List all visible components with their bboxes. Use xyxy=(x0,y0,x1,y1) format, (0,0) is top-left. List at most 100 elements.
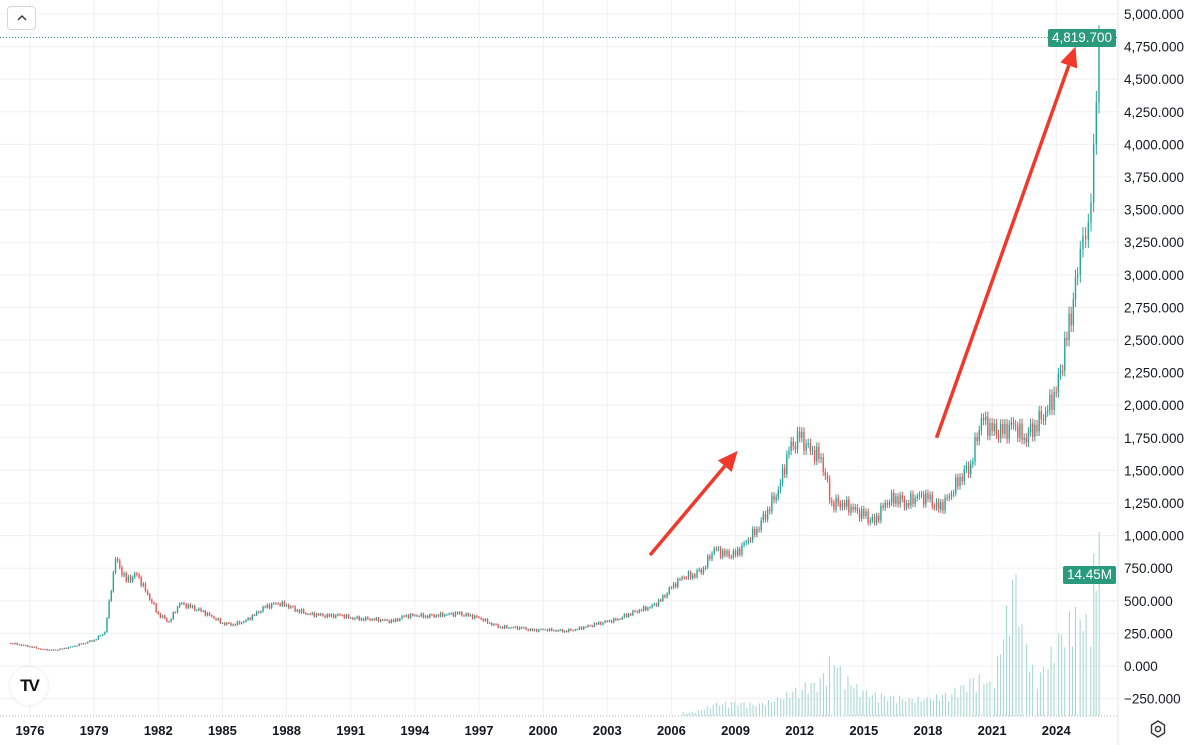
volume-bar xyxy=(932,700,934,716)
candle-body xyxy=(215,618,217,621)
candle-body xyxy=(997,434,1000,439)
volume-bar xyxy=(887,700,889,716)
candle-body xyxy=(820,457,822,460)
candle-body xyxy=(982,418,985,421)
candle-body xyxy=(905,503,908,508)
candle-body xyxy=(1017,426,1019,438)
candle-body xyxy=(12,643,14,645)
candle-body xyxy=(822,457,824,472)
volume-bar xyxy=(703,709,705,716)
candle-body xyxy=(110,591,112,601)
volume-bar xyxy=(706,706,708,716)
candle-body xyxy=(653,603,655,605)
candle-body xyxy=(234,624,236,626)
volume-bar xyxy=(911,698,913,716)
candle-body xyxy=(390,619,393,623)
candle-body xyxy=(1002,424,1004,434)
volume-bar xyxy=(1015,574,1017,716)
candle-body xyxy=(1042,419,1045,421)
candle-body xyxy=(202,610,204,612)
candle-body xyxy=(219,618,221,624)
candle-body xyxy=(976,437,978,441)
candle-body xyxy=(916,496,918,499)
candle-body xyxy=(268,604,271,609)
candle-body xyxy=(794,446,797,450)
candle-body xyxy=(908,503,910,506)
x-tick-label: 2000 xyxy=(529,723,558,738)
candle-body xyxy=(627,613,630,617)
volume-bar xyxy=(1053,662,1055,716)
candle-body xyxy=(232,624,234,626)
candle-body xyxy=(856,507,859,511)
candle-body xyxy=(786,454,788,475)
candle-body xyxy=(454,612,457,617)
candle-body xyxy=(970,463,972,475)
annotation-arrow-line xyxy=(934,64,1071,439)
volume-bar xyxy=(850,685,852,716)
candle-body xyxy=(347,614,350,618)
candle-body xyxy=(1004,423,1006,434)
candle-body xyxy=(61,648,63,650)
candle-body xyxy=(486,619,489,624)
candle-body xyxy=(89,640,91,642)
candle-body xyxy=(450,613,452,615)
volume-bar xyxy=(746,707,748,716)
collapse-button[interactable] xyxy=(7,6,36,30)
tradingview-logo[interactable]: TV xyxy=(10,667,48,705)
volume-bar xyxy=(761,702,763,716)
candle-body xyxy=(296,609,298,612)
candle-body xyxy=(722,550,724,558)
candle-body xyxy=(149,594,151,600)
volume-bar xyxy=(1050,646,1052,716)
candle-body xyxy=(1008,424,1010,440)
volume-bar xyxy=(728,707,730,716)
volume-bar xyxy=(798,698,800,716)
candle-body xyxy=(97,635,100,640)
volume-bar xyxy=(954,687,956,716)
volume-bar xyxy=(1032,664,1034,716)
candle-body xyxy=(717,548,720,550)
candle-body xyxy=(488,622,491,624)
candle-body xyxy=(790,441,792,451)
candle-body xyxy=(328,614,331,617)
candle-body xyxy=(20,644,23,646)
candle-body xyxy=(27,645,29,647)
candle-body xyxy=(452,613,455,617)
volume-bar xyxy=(1029,671,1031,716)
volume-bar xyxy=(877,702,879,716)
candle-body xyxy=(730,556,732,558)
candle-body xyxy=(801,431,803,438)
volume-bar xyxy=(773,701,775,716)
gear-icon[interactable] xyxy=(1148,719,1168,739)
candle-body xyxy=(373,619,375,621)
candle-body xyxy=(99,635,102,637)
candle-body xyxy=(362,618,365,621)
candle-body xyxy=(707,556,709,568)
candle-body xyxy=(37,648,40,650)
candle-body xyxy=(1021,423,1023,440)
candle-body xyxy=(621,617,623,620)
candle-body xyxy=(886,503,889,505)
candle-body xyxy=(247,617,249,621)
volume-bar xyxy=(1098,531,1100,716)
candle-body xyxy=(521,627,523,629)
volume-bar xyxy=(813,682,815,716)
candle-body xyxy=(471,614,474,619)
volume-bar xyxy=(823,673,825,716)
candle-body xyxy=(211,615,213,617)
candle-body xyxy=(44,649,46,651)
candle-body xyxy=(335,615,337,618)
candle-body xyxy=(687,572,690,579)
y-tick-label: 1,750.000 xyxy=(1124,431,1184,446)
candle-body xyxy=(405,615,407,617)
candle-body xyxy=(478,616,480,618)
candle-body xyxy=(101,634,104,636)
volume-bar xyxy=(725,702,727,716)
candle-body xyxy=(204,610,207,616)
candle-body xyxy=(217,618,219,621)
y-tick-label: 3,500.000 xyxy=(1124,203,1184,218)
candle-body xyxy=(497,624,499,628)
volume-bar xyxy=(804,682,806,716)
chevron-up-icon xyxy=(17,15,26,21)
